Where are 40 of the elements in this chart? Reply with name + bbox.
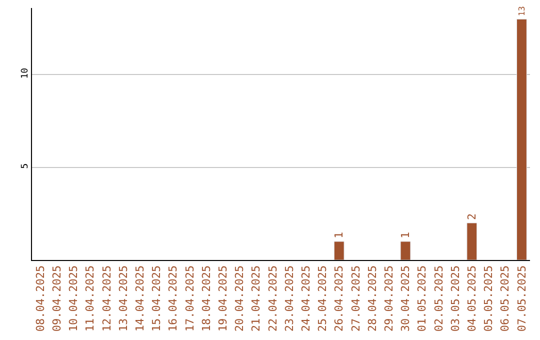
x-tick-label: 04.05.2025 <box>465 265 478 332</box>
x-tick-label: 29.04.2025 <box>382 265 396 332</box>
x-tick-label: 02.05.2025 <box>432 265 446 332</box>
x-tick-label: 13.04.2025 <box>116 265 130 332</box>
bar <box>516 18 527 260</box>
x-tick-label: 20.04.2025 <box>233 265 246 332</box>
x-tick-label: 16.04.2025 <box>166 265 180 332</box>
x-tick-label: 28.04.2025 <box>366 265 379 332</box>
x-tick-label: 14.04.2025 <box>133 265 146 332</box>
data-label: 1 <box>332 232 346 238</box>
x-tick-label: 19.04.2025 <box>216 265 230 332</box>
y-tick-label: 5 <box>20 163 30 169</box>
x-tick-label: 17.04.2025 <box>183 265 196 332</box>
x-tick-label: 08.04.2025 <box>34 265 47 332</box>
x-tick-label: 12.04.2025 <box>100 265 114 332</box>
y-tick-label: 10 <box>20 68 30 79</box>
bar <box>334 241 344 260</box>
x-tick-label: 15.04.2025 <box>150 265 164 332</box>
data-label: 2 <box>465 213 478 220</box>
x-tick-label: 27.04.2025 <box>349 265 362 332</box>
x-tick-label: 21.04.2025 <box>250 265 263 332</box>
x-tick-label: 30.04.2025 <box>399 265 412 332</box>
x-tick-label: 10.04.2025 <box>67 265 80 332</box>
x-tick-label: 22.04.2025 <box>266 265 280 332</box>
x-tick-label: 23.04.2025 <box>282 265 296 332</box>
x-tick-label: 11.04.2025 <box>84 265 97 332</box>
bar <box>400 241 411 260</box>
x-tick-label: 05.05.2025 <box>482 265 496 332</box>
x-tick-label: 03.05.2025 <box>448 265 462 332</box>
x-tick-label: 09.04.2025 <box>50 265 64 332</box>
x-tick-label: 18.04.2025 <box>200 265 213 332</box>
x-tick-label: 24.04.2025 <box>299 265 312 332</box>
x-tick-label: 01.05.2025 <box>416 265 429 332</box>
x-tick-label: 06.05.2025 <box>498 265 512 332</box>
x-tick-label: 26.04.2025 <box>332 265 346 332</box>
x-tick-label: 25.04.2025 <box>316 265 330 332</box>
x-tick-label: 07.05.2025 <box>515 265 528 332</box>
data-label: 1 <box>399 232 412 238</box>
bar <box>466 222 478 260</box>
data-label: 13 <box>516 6 526 16</box>
